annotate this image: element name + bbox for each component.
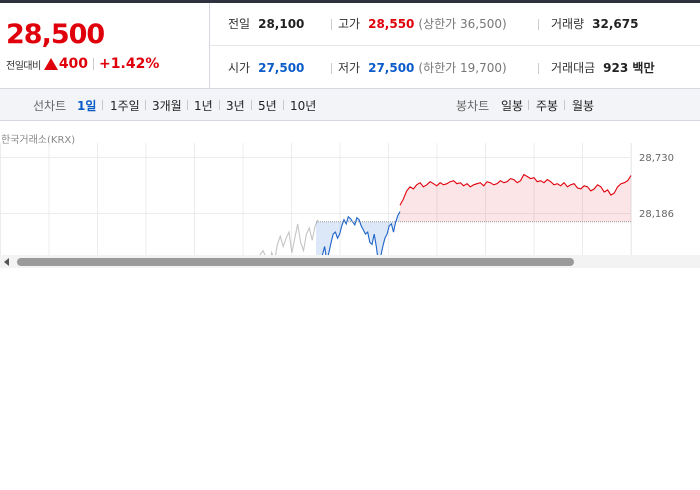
divider xyxy=(93,58,95,70)
tab-monthly-candle[interactable]: 월봉 xyxy=(572,99,595,113)
tab-daily-candle[interactable]: 일봉 xyxy=(501,99,524,113)
up-triangle-icon xyxy=(43,58,58,70)
divider xyxy=(538,63,539,74)
tab-1d[interactable]: 1일 xyxy=(77,99,97,113)
candle-chart-label: 봉차트 xyxy=(456,99,490,113)
divider xyxy=(331,63,332,74)
change-rate: +1.42% xyxy=(99,56,160,72)
divider xyxy=(102,100,103,110)
series-3-line xyxy=(399,173,632,206)
stat-low: 저가 27,500 (하한가 19,700) xyxy=(338,60,507,76)
tab-3y[interactable]: 3년 xyxy=(226,99,245,113)
stat-volume: 거래량 32,675 xyxy=(551,16,639,32)
scroll-left-arrow-icon[interactable] xyxy=(4,258,9,266)
tab-weekly-candle[interactable]: 주봉 xyxy=(536,99,559,113)
tab-10y[interactable]: 10년 xyxy=(290,99,317,113)
tab-1w[interactable]: 1주일 xyxy=(110,99,140,113)
series-1-line xyxy=(233,219,319,284)
price-summary: 28,500 전일대비 400 +1.42% xyxy=(0,3,209,88)
series-2-area xyxy=(316,211,400,270)
scroll-thumb[interactable] xyxy=(17,258,574,266)
divider xyxy=(283,100,284,110)
stat-prev-close: 전일 28,100 xyxy=(228,16,305,32)
divider xyxy=(187,100,188,110)
stat-trade-value: 거래대금 923 백만 xyxy=(551,61,655,75)
divider xyxy=(219,100,220,110)
divider xyxy=(564,100,565,110)
stat-open: 시가 27,500 xyxy=(228,60,305,76)
tab-3m[interactable]: 3개월 xyxy=(152,99,182,113)
divider xyxy=(145,100,146,110)
change-amount: 400 xyxy=(58,56,89,72)
change-label: 전일대비 xyxy=(6,60,41,72)
current-price: 28,500 xyxy=(6,19,105,50)
chart-tabs: 선차트 1일 1주일 3개월 1년 3년 5년 10년 봉차트 일봉 주봉 월봉 xyxy=(0,88,700,121)
divider xyxy=(538,19,539,30)
divider xyxy=(528,100,529,110)
stats-panel: 전일 28,100 고가 28,550 (상한가 36,500) 거래량 32,… xyxy=(209,3,700,88)
divider xyxy=(331,19,332,30)
change-row: 전일대비 400 +1.42% xyxy=(6,56,159,72)
line-chart-label: 선차트 xyxy=(33,99,67,113)
divider xyxy=(251,100,252,110)
series-3-area xyxy=(400,174,631,222)
y-tick-label: 28,730 xyxy=(639,153,674,164)
tab-1y[interactable]: 1년 xyxy=(194,99,213,113)
tab-5y[interactable]: 5년 xyxy=(258,99,277,113)
stat-high: 고가 28,550 (상한가 36,500) xyxy=(338,16,507,32)
exchange-label: 한국거래소(KRX) xyxy=(1,135,76,146)
stats-divider xyxy=(210,45,700,46)
header-bar xyxy=(0,0,700,3)
series-2-line xyxy=(315,211,401,270)
y-tick-label: 28,186 xyxy=(639,209,674,220)
